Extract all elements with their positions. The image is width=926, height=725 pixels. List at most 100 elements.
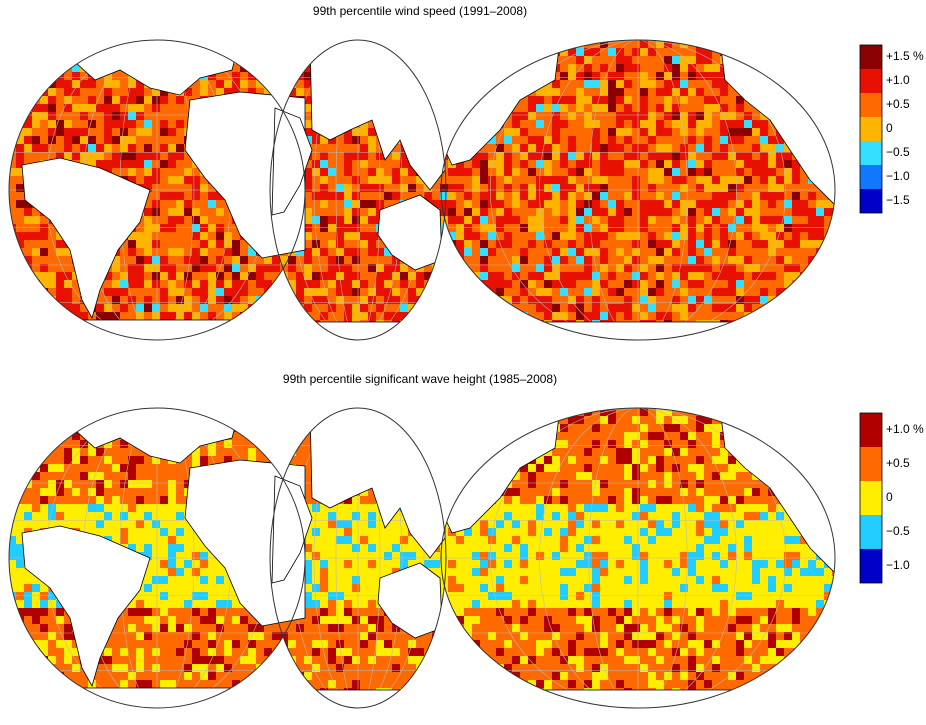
ocean-cell	[696, 224, 704, 232]
ocean-cell	[208, 456, 216, 464]
ocean-cell	[608, 96, 616, 104]
ocean-cell	[712, 280, 720, 288]
ocean-cell	[368, 136, 376, 144]
ocean-cell	[192, 280, 200, 288]
ocean-cell	[552, 472, 560, 480]
ocean-cell	[280, 304, 288, 312]
ocean-cell	[544, 112, 552, 120]
ocean-cell	[608, 184, 616, 192]
ocean-cell	[616, 224, 624, 232]
ocean-cell	[408, 176, 416, 184]
ocean-cell	[272, 288, 280, 296]
ocean-cell	[328, 200, 336, 208]
ocean-cell	[32, 320, 40, 328]
ocean-cell	[600, 472, 608, 480]
ocean-cell	[384, 272, 392, 280]
ocean-cell	[456, 48, 464, 56]
ocean-cell	[368, 184, 376, 192]
ocean-cell	[392, 304, 400, 312]
ocean-cell	[720, 224, 728, 232]
ocean-cell	[784, 176, 792, 184]
ocean-cell	[648, 264, 656, 272]
ocean-cell	[9, 112, 16, 120]
ocean-cell	[448, 240, 456, 248]
ocean-cell	[224, 240, 232, 248]
ocean-cell	[192, 232, 200, 240]
ocean-cell	[536, 88, 544, 96]
ocean-cell	[272, 272, 280, 280]
ocean-cell	[624, 416, 632, 424]
ocean-cell	[672, 112, 680, 120]
ocean-cell	[280, 80, 288, 88]
ocean-cell	[520, 312, 528, 320]
ocean-cell	[472, 328, 480, 336]
ocean-cell	[800, 456, 808, 464]
ocean-cell	[760, 168, 768, 176]
ocean-cell	[496, 216, 504, 224]
ocean-cell	[752, 256, 760, 264]
ocean-cell	[816, 272, 824, 280]
ocean-cell	[360, 272, 368, 280]
ocean-cell	[664, 312, 672, 320]
ocean-cell	[9, 192, 16, 200]
ocean-cell	[832, 464, 835, 472]
ocean-cell	[512, 424, 520, 432]
ocean-cell	[456, 272, 464, 280]
ocean-cell	[696, 96, 704, 104]
ocean-cell	[640, 456, 648, 464]
ocean-cell	[832, 56, 835, 64]
ocean-cell	[472, 216, 480, 224]
ocean-cell	[688, 448, 696, 456]
ocean-cell	[128, 288, 136, 296]
ocean-cell	[744, 216, 752, 224]
ocean-cell	[576, 432, 584, 440]
ocean-cell	[680, 168, 688, 176]
ocean-cell	[120, 240, 128, 248]
ocean-cell	[320, 168, 328, 176]
ocean-cell	[792, 64, 800, 72]
ocean-cell	[632, 248, 640, 256]
ocean-cell	[768, 416, 776, 424]
ocean-cell	[176, 296, 184, 304]
ocean-cell	[256, 432, 264, 440]
ocean-cell	[480, 72, 488, 80]
ocean-cell	[360, 128, 368, 136]
ocean-cell	[784, 64, 792, 72]
ocean-cell	[424, 336, 432, 340]
ocean-cell	[816, 264, 824, 272]
ocean-cell	[456, 160, 464, 168]
ocean-cell	[680, 472, 688, 480]
ocean-cell	[56, 112, 64, 120]
ocean-cell	[344, 184, 352, 192]
ocean-cell	[64, 104, 72, 112]
ocean-cell	[128, 480, 136, 488]
ocean-cell	[312, 272, 320, 280]
ocean-cell	[216, 208, 224, 216]
ocean-cell	[384, 280, 392, 288]
ocean-cell	[728, 464, 736, 472]
ocean-cell	[176, 192, 184, 200]
ocean-cell	[40, 96, 48, 104]
ocean-cell	[592, 256, 600, 264]
ocean-cell	[576, 224, 584, 232]
ocean-cell	[144, 288, 152, 296]
ocean-cell	[112, 80, 120, 88]
ocean-cell	[272, 448, 280, 456]
ocean-cell	[408, 48, 416, 56]
ocean-cell	[312, 248, 320, 256]
lobe-outline	[8, 39, 836, 341]
ocean-cell	[632, 104, 640, 112]
ocean-cell	[752, 192, 760, 200]
ocean-cell	[40, 448, 48, 456]
ocean-cell	[616, 240, 624, 248]
ocean-cell	[656, 192, 664, 200]
ocean-cell	[688, 296, 696, 304]
ocean-cell	[664, 128, 672, 136]
ocean-cell	[800, 224, 808, 232]
ocean-cell	[800, 48, 808, 56]
ocean-cell	[480, 304, 488, 312]
ocean-cell	[776, 240, 784, 248]
ocean-cell	[176, 112, 184, 120]
ocean-cell	[728, 264, 736, 272]
ocean-cell	[640, 248, 648, 256]
